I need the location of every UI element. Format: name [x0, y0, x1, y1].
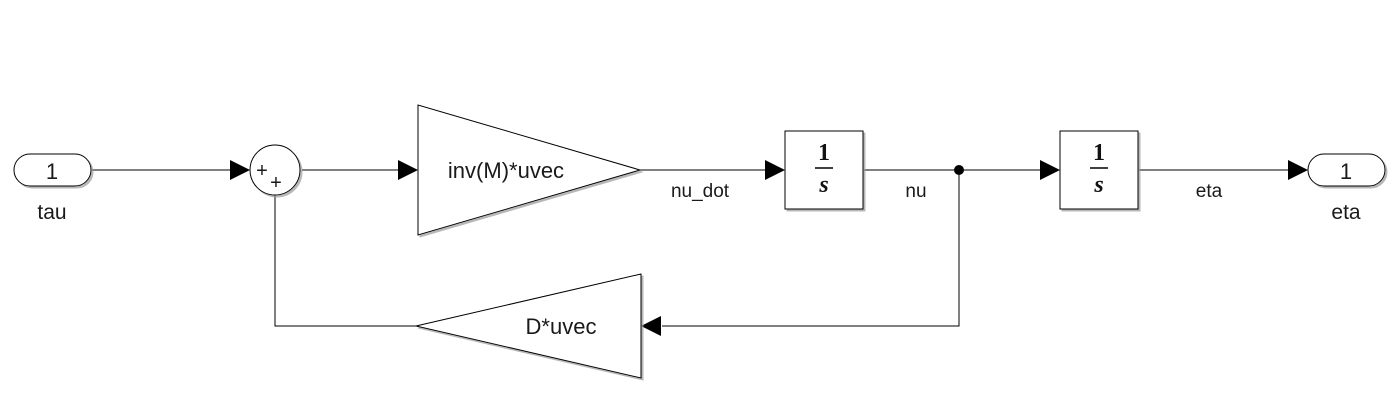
- sum-sign-top: +: [256, 160, 268, 182]
- outport-block[interactable]: 1: [1307, 153, 1386, 187]
- integrator-2-denominator: s: [1093, 172, 1103, 198]
- arrowhead-integrator-2-input: [1040, 160, 1060, 180]
- branch-point: [954, 165, 964, 175]
- outport-label: eta: [1331, 201, 1361, 224]
- inport-number: 1: [46, 159, 58, 184]
- outport-number: 1: [1340, 159, 1352, 184]
- sum-sign-bottom: +: [270, 172, 282, 194]
- inport-block[interactable]: 1: [13, 153, 92, 187]
- wire-nu-feedback[interactable]: [662, 170, 960, 327]
- signal-label-eta[interactable]: eta: [1196, 181, 1223, 202]
- sum-block[interactable]: + +: [249, 144, 301, 196]
- integrator-1-numerator: 1: [818, 140, 830, 166]
- gain-forward-block[interactable]: inv(M)*uvec: [417, 104, 642, 236]
- integrator-2-block[interactable]: 1 s: [1059, 130, 1139, 210]
- arrowhead-gain-input: [398, 160, 418, 180]
- integrator-2-numerator: 1: [1093, 140, 1105, 166]
- integrator-1-denominator: s: [818, 172, 828, 198]
- arrowhead-feedback-gain-input: [641, 316, 661, 336]
- gain-forward-expression: inv(M)*uvec: [448, 158, 564, 183]
- arrowhead-integrator-1-input: [765, 160, 785, 180]
- gain-feedback-block[interactable]: D*uvec: [415, 273, 642, 379]
- signal-label-nu-dot[interactable]: nu_dot: [671, 181, 730, 202]
- signal-label-nu[interactable]: nu: [905, 181, 926, 202]
- integrator-1-block[interactable]: 1 s: [784, 130, 864, 210]
- inport-label: tau: [37, 201, 66, 224]
- arrowhead-outport-input: [1288, 160, 1308, 180]
- gain-feedback-expression: D*uvec: [526, 314, 597, 339]
- arrowhead-sum-input-1: [230, 160, 250, 180]
- wire-feedback-to-sum[interactable]: [274, 192, 416, 327]
